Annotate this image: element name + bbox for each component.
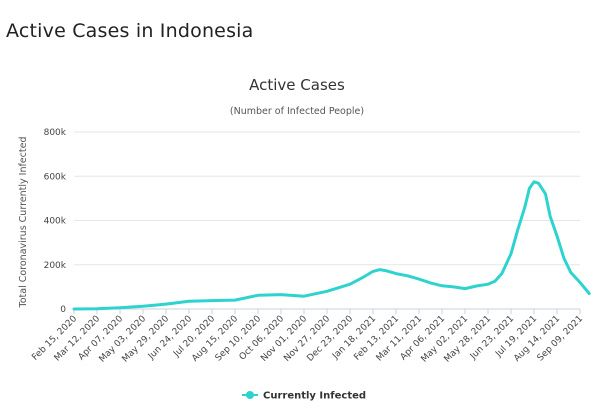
y-tick-label: 200k xyxy=(44,261,67,271)
series-line xyxy=(72,180,591,311)
y-tick-label: 800k xyxy=(44,128,67,138)
y-tick-label: 600k xyxy=(44,172,67,182)
y-tick-label: 0 xyxy=(60,305,66,315)
series-group xyxy=(72,180,591,311)
legend[interactable]: Currently Infected xyxy=(242,391,366,402)
legend-label[interactable]: Currently Infected xyxy=(263,391,366,402)
chart-subtitle: (Number of Infected People) xyxy=(230,106,364,117)
page-title: Active Cases in Indonesia xyxy=(6,20,254,42)
y-tick-labels: 0 200k 400k 600k 800k xyxy=(44,128,67,315)
legend-marker xyxy=(246,391,254,399)
y-axis-label: Total Coronavirus Currently Infected xyxy=(18,137,29,309)
grid-lines xyxy=(74,131,580,310)
chart-title: Active Cases xyxy=(249,76,345,94)
y-tick-label: 400k xyxy=(44,217,67,227)
